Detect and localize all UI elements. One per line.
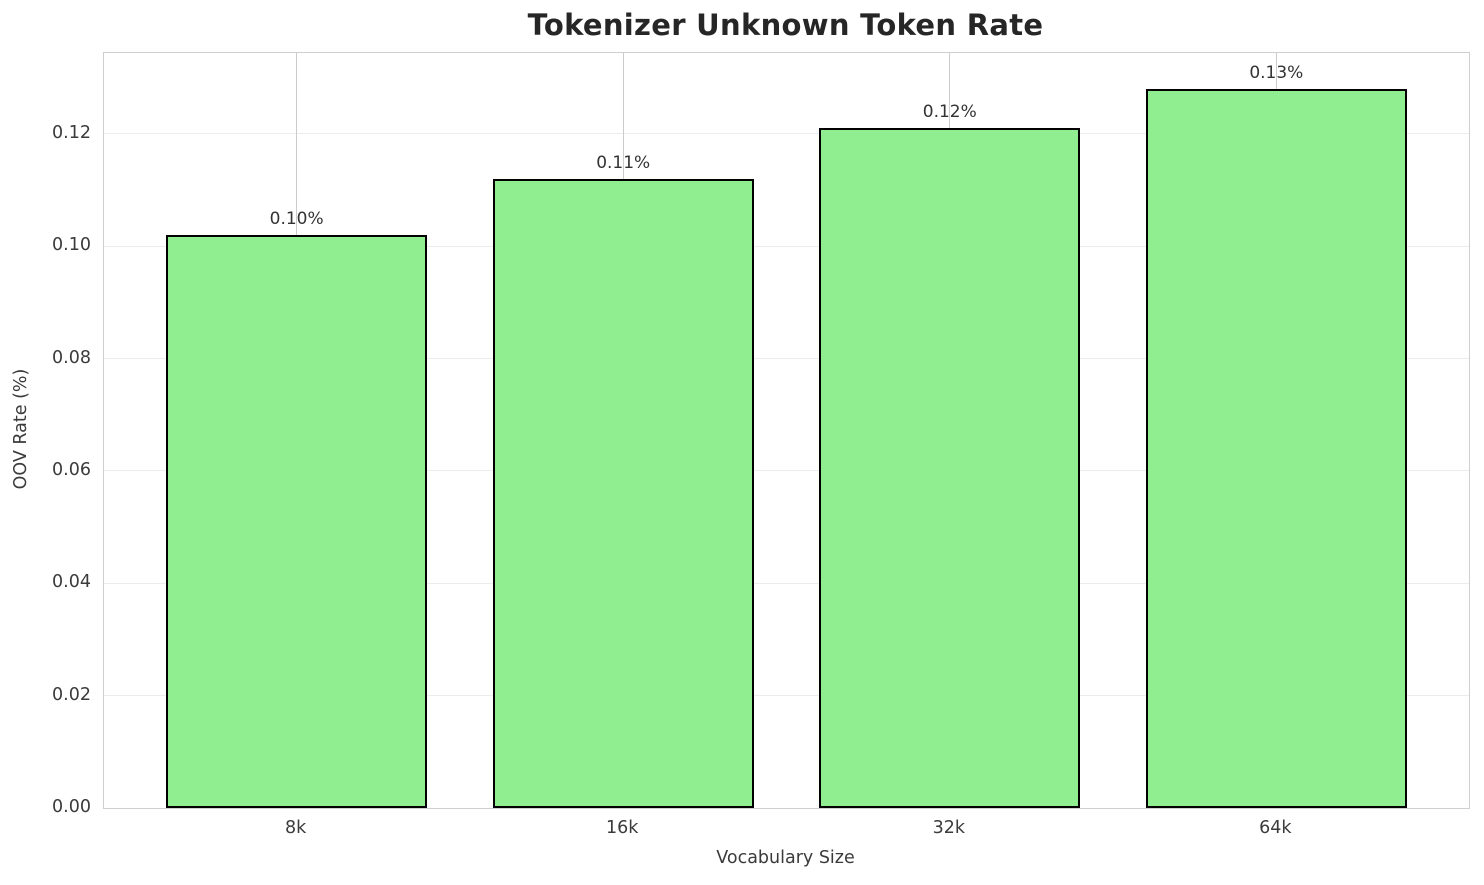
chart-title: Tokenizer Unknown Token Rate [527,8,1044,42]
x-tick-label-64k: 64k [1259,818,1292,838]
bar-value-label: 0.13% [1249,62,1304,83]
y-gridline [104,470,1469,472]
y-tick-label: 0.10 [52,235,91,256]
y-tick-label: 0.08 [52,347,91,368]
x-tick-label-8k: 8k [285,818,307,838]
x-tick-label-32k: 32k [932,818,965,838]
y-gridline [104,582,1469,584]
bar-64k [1145,88,1407,808]
y-tick-label: 0.12 [52,122,91,143]
bar-16k [492,178,754,808]
bar-8k [166,235,428,808]
bar-32k [819,128,1081,808]
x-tick-label-16k: 16k [606,818,639,838]
y-gridline [104,695,1469,697]
y-tick-label: 0.06 [52,459,91,480]
y-gridline [104,245,1469,247]
y-gridline [104,133,1469,135]
bar-value-label: 0.10% [269,209,324,230]
y-tick-label: 0.02 [52,684,91,705]
y-tick-label: 0.04 [52,572,91,593]
y-tick-label: 0.00 [52,797,91,817]
y-gridline [104,358,1469,360]
bar-value-label: 0.12% [922,102,977,123]
x-axis-label: Vocabulary Size [716,848,855,868]
plot-area: 0.10% 0.11% 0.12% 0.13% [103,52,1470,809]
bar-value-label: 0.11% [596,152,651,173]
